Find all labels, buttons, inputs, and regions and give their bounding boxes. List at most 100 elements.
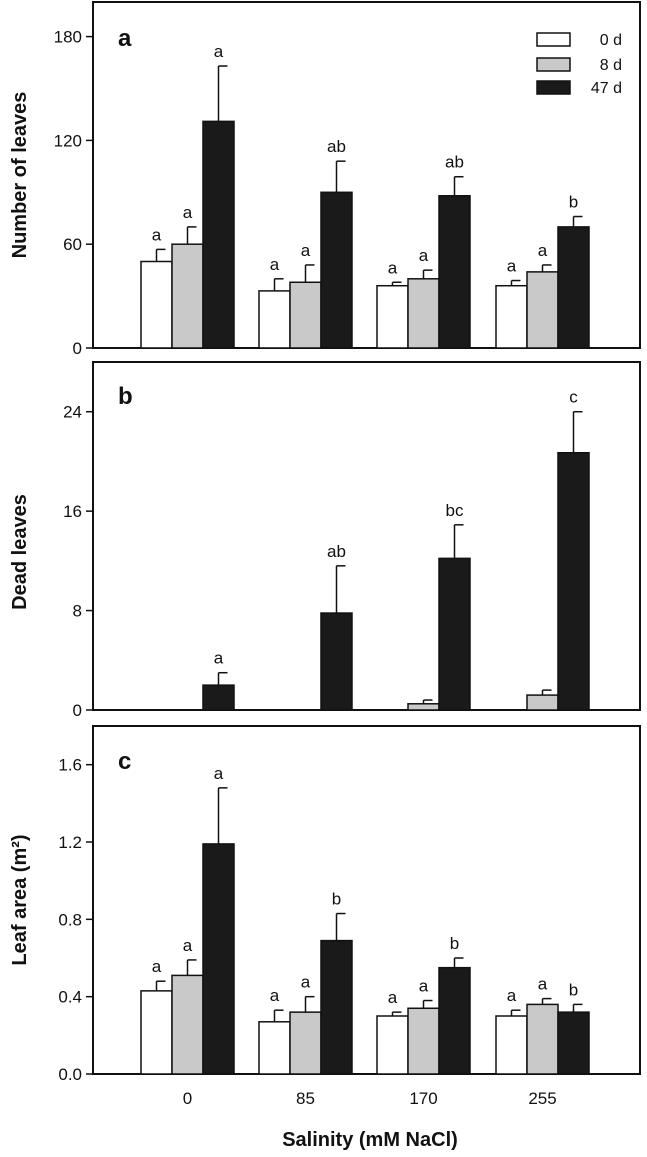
significance-label: a bbox=[214, 649, 224, 668]
bar-8d-170 bbox=[407, 1007, 440, 1075]
significance-label: a bbox=[301, 973, 311, 992]
bar-47d-255 bbox=[557, 1011, 590, 1075]
significance-label: a bbox=[538, 975, 548, 994]
panel-b: b Dead leaves 0 8 16 24 a ab bc c bbox=[9, 361, 641, 720]
y-tick-label: 0.8 bbox=[58, 910, 82, 929]
x-axis-title: Salinity (mM NaCl) bbox=[282, 1129, 458, 1151]
significance-label: a bbox=[270, 986, 280, 1005]
bar-0d-170 bbox=[376, 284, 409, 349]
y-tick-label: 60 bbox=[63, 235, 82, 254]
legend-label-47d: 47 d bbox=[591, 80, 622, 97]
significance-label: b bbox=[332, 890, 341, 909]
y-tick-label: 16 bbox=[63, 502, 82, 521]
y-tick-label: 120 bbox=[54, 131, 82, 150]
panel-c-bars: a a a a a a a a a b b b bbox=[140, 764, 590, 1075]
y-tick-label: 0.0 bbox=[58, 1065, 82, 1084]
panel-a-frame bbox=[92, 1, 641, 349]
panel-c-yticks: 0.0 0.4 0.8 1.2 1.6 bbox=[58, 756, 93, 1084]
significance-label: a bbox=[152, 957, 162, 976]
legend-swatch-8d bbox=[536, 57, 571, 72]
panel-b-yticks: 0 8 16 24 bbox=[63, 403, 93, 720]
y-tick-label: 0 bbox=[73, 701, 82, 720]
panel-c-frame bbox=[92, 725, 641, 1075]
significance-label: c bbox=[569, 388, 578, 407]
bar-47d-0 bbox=[202, 120, 235, 349]
bar-8d-170 bbox=[407, 278, 440, 349]
significance-label: ab bbox=[327, 542, 346, 561]
panel-a-bars: a a a a a a a a a ab ab b bbox=[140, 42, 590, 349]
significance-label: b bbox=[569, 980, 578, 999]
x-tick-labels: 0 85 170 255 bbox=[183, 1089, 557, 1108]
y-tick-label: 0.4 bbox=[58, 988, 82, 1007]
legend-label-8d: 8 d bbox=[600, 57, 622, 74]
panel-c: c Leaf area (m²) 0.00.40.81.21.6 aa a aaa a… bbox=[9, 725, 641, 1151]
significance-label: a bbox=[388, 258, 398, 277]
bar-47d-85 bbox=[320, 612, 353, 711]
bar-0d-85 bbox=[258, 1021, 291, 1075]
bar-47d-170 bbox=[438, 195, 471, 349]
bar-8d-255 bbox=[526, 1003, 559, 1075]
bar-8d-85 bbox=[289, 281, 322, 349]
bar-47d-85 bbox=[320, 191, 353, 349]
panel-a-yticks: 0 60 120 180 bbox=[54, 28, 93, 358]
bar-8d-0 bbox=[171, 243, 204, 349]
panel-a: a Number of leaves 0 60 120 180 a a a a a a a a a ab… bbox=[9, 1, 641, 358]
bar-8d-170 bbox=[407, 703, 440, 711]
x-tick-label: 170 bbox=[409, 1089, 437, 1108]
panel-c-letter: c bbox=[118, 748, 131, 775]
y-tick-label: 24 bbox=[63, 403, 82, 422]
significance-label: b bbox=[569, 193, 578, 212]
significance-label: a bbox=[507, 986, 517, 1005]
bar-8d-255 bbox=[526, 271, 559, 349]
x-tick-label: 85 bbox=[296, 1089, 315, 1108]
bar-0d-170 bbox=[376, 1015, 409, 1075]
bar-8d-85 bbox=[289, 1011, 322, 1075]
bar-0d-85 bbox=[258, 290, 291, 349]
significance-label: a bbox=[183, 203, 193, 222]
significance-label: ab bbox=[445, 153, 464, 172]
y-tick-label: 1.6 bbox=[58, 756, 82, 775]
significance-label: a bbox=[214, 42, 224, 61]
y-tick-label: 1.2 bbox=[58, 833, 82, 852]
significance-label: a bbox=[183, 936, 193, 955]
y-tick-label: 8 bbox=[73, 602, 82, 621]
panel-b-bars: a ab bc c bbox=[202, 388, 590, 711]
significance-label: a bbox=[419, 977, 429, 996]
panel-b-ylabel: Dead leaves bbox=[9, 494, 31, 610]
bar-0d-255 bbox=[495, 284, 528, 349]
panel-c-ylabel: Leaf area (m²) bbox=[9, 834, 31, 965]
significance-label: a bbox=[214, 764, 224, 783]
x-tick-label: 0 bbox=[183, 1089, 192, 1108]
bar-47d-170 bbox=[438, 557, 471, 711]
legend-swatch-0d bbox=[536, 32, 571, 47]
bar-8d-0 bbox=[171, 974, 204, 1075]
panel-a-letter: a bbox=[118, 25, 132, 52]
bar-8d-255 bbox=[526, 694, 559, 711]
significance-label: ab bbox=[327, 137, 346, 156]
bar-47d-0 bbox=[202, 684, 235, 711]
significance-label: a bbox=[301, 241, 311, 260]
significance-label: bc bbox=[446, 501, 464, 520]
significance-label: a bbox=[507, 257, 517, 276]
y-tick-label: 0 bbox=[73, 339, 82, 358]
legend: 0 d 8 d 47 d bbox=[536, 32, 622, 97]
y-tick-label: 180 bbox=[54, 28, 82, 47]
significance-label: a bbox=[419, 246, 429, 265]
significance-label: a bbox=[388, 988, 398, 1007]
bar-0d-255 bbox=[495, 1015, 528, 1075]
bar-47d-255 bbox=[557, 451, 590, 711]
legend-swatch-47d bbox=[536, 80, 571, 95]
bar-47d-170 bbox=[438, 966, 471, 1075]
bar-47d-255 bbox=[557, 226, 590, 349]
significance-label: a bbox=[152, 225, 162, 244]
x-tick-label: 255 bbox=[528, 1089, 556, 1108]
legend-label-0d: 0 d bbox=[600, 32, 622, 49]
panel-b-frame bbox=[92, 361, 641, 711]
panel-c-ylabel-text: Leaf area (m²) bbox=[9, 834, 31, 965]
panel-b-letter: b bbox=[118, 383, 133, 410]
significance-label: a bbox=[270, 255, 280, 274]
bar-47d-85 bbox=[320, 939, 353, 1075]
significance-label: a bbox=[538, 241, 548, 260]
significance-label: b bbox=[450, 934, 459, 953]
